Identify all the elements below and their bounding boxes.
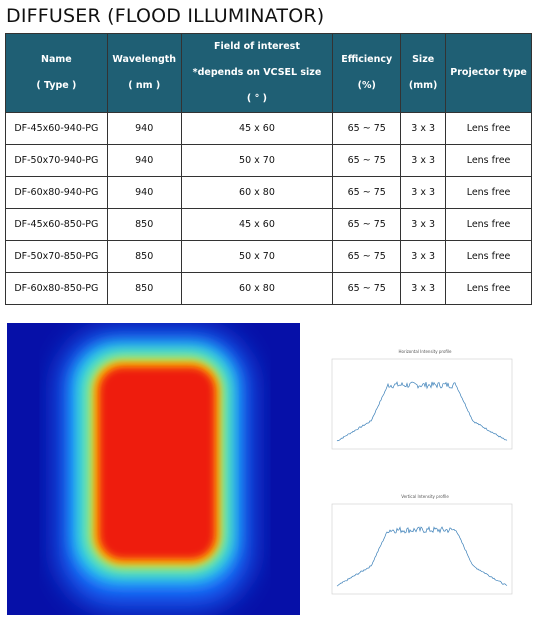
plot: Vertical Intensity profile xyxy=(331,494,513,595)
profile-plots: Horizontal Intensity profile Vertical In… xyxy=(331,349,513,595)
header-cell: Name ( Type ) xyxy=(5,33,108,113)
table-row: DF-50x70-850-PG 850 50 x 70 65 ~ 75 3 x 3 Len… xyxy=(5,240,532,273)
table-cell: 50 x 70 xyxy=(180,144,334,177)
header-line: Size xyxy=(412,54,435,65)
plot-title: Vertical Intensity profile xyxy=(401,494,449,499)
table-row: DF-50x70-940-PG 940 50 x 70 65 ~ 75 3 x 3 Len… xyxy=(5,144,532,177)
table-cell: 65 ~ 75 xyxy=(332,272,402,305)
plot: Horizontal Intensity profile xyxy=(331,349,513,450)
header-cell: Field of interest *depends on VCSEL size (… xyxy=(180,33,334,113)
header-line: *depends on VCSEL size xyxy=(192,67,322,78)
table-cell: 850 xyxy=(106,240,182,273)
table-cell: Lens free xyxy=(445,112,532,145)
table-cell: 45 x 60 xyxy=(180,112,334,145)
header-line: Efficiency xyxy=(341,54,393,65)
table-cell: 65 ~ 75 xyxy=(332,240,402,273)
table-cell: DF-50x70-940-PG xyxy=(5,144,108,177)
profile-curve xyxy=(336,381,508,442)
table-cell: 65 ~ 75 xyxy=(332,144,402,177)
table-cell: 60 x 80 xyxy=(180,272,334,305)
table-cell: DF-60x80-850-PG xyxy=(5,272,108,305)
header-line: Name xyxy=(41,54,72,65)
header-line: Field of interest xyxy=(214,41,300,52)
table-row: DF-45x60-940-PG 940 45 x 60 65 ~ 75 3 x 3 Len… xyxy=(5,112,532,145)
header-line: Wavelength xyxy=(112,54,177,65)
table-cell: Lens free xyxy=(445,144,532,177)
header-line: ( ° ) xyxy=(246,93,267,104)
table-cell: DF-60x80-940-PG xyxy=(5,176,108,209)
table-cell: 65 ~ 75 xyxy=(332,112,402,145)
table-cell: 940 xyxy=(106,144,182,177)
header-line: (%) xyxy=(357,80,376,91)
header-line: Projector type xyxy=(450,67,527,78)
table-row: DF-60x80-940-PG 940 60 x 80 65 ~ 75 3 x 3 Len… xyxy=(5,176,532,209)
table-cell: 850 xyxy=(106,272,182,305)
table-cell: 3 x 3 xyxy=(400,240,447,273)
table-cell: 3 x 3 xyxy=(400,208,447,241)
table-cell: Lens free xyxy=(445,208,532,241)
header-line: ( nm ) xyxy=(128,80,161,91)
table-cell: 850 xyxy=(106,208,182,241)
table-cell: 50 x 70 xyxy=(180,240,334,273)
plot-title: Horizontal Intensity profile xyxy=(398,349,452,354)
table-cell: 3 x 3 xyxy=(400,144,447,177)
table-cell: 940 xyxy=(106,176,182,209)
profile-curve xyxy=(336,525,508,587)
table-cell: 3 x 3 xyxy=(400,176,447,209)
title: DIFFUSER (FLOOD ILLUMINATOR) xyxy=(6,5,325,27)
table-cell: 65 ~ 75 xyxy=(332,208,402,241)
table-cell: 3 x 3 xyxy=(400,272,447,305)
table-cell: DF-45x60-850-PG xyxy=(5,208,108,241)
table-cell: Lens free xyxy=(445,240,532,273)
table-body: DF-45x60-940-PG 940 45 x 60 65 ~ 75 3 x 3 Len… xyxy=(5,112,532,305)
spec-table: Name ( Type ) Wavelength ( nm ) Field of int… xyxy=(5,33,532,305)
table-cell: 65 ~ 75 xyxy=(332,176,402,209)
header-line: ( Type ) xyxy=(36,80,77,91)
table-row: DF-45x60-850-PG 850 45 x 60 65 ~ 75 3 x 3 Len… xyxy=(5,208,532,241)
table-cell: DF-50x70-850-PG xyxy=(5,240,108,273)
header-cell: Wavelength ( nm ) xyxy=(106,33,182,113)
header-cell: Size (mm) xyxy=(400,33,447,113)
table-cell: 940 xyxy=(106,112,182,145)
table-cell: 45 x 60 xyxy=(180,208,334,241)
table-row: DF-60x80-850-PG 850 60 x 80 65 ~ 75 3 x 3 Len… xyxy=(5,272,532,305)
header-row: Name ( Type ) Wavelength ( nm ) Field of int… xyxy=(5,33,532,113)
table-cell: Lens free xyxy=(445,176,532,209)
table-cell: DF-45x60-940-PG xyxy=(5,112,108,145)
header-cell: Efficiency (%) xyxy=(332,33,402,113)
header-cell: Projector type xyxy=(445,33,532,113)
table-cell: Lens free xyxy=(445,272,532,305)
table-cell: 60 x 80 xyxy=(180,176,334,209)
beam-image xyxy=(7,323,300,615)
table-cell: 3 x 3 xyxy=(400,112,447,145)
header-line: (mm) xyxy=(408,80,438,91)
